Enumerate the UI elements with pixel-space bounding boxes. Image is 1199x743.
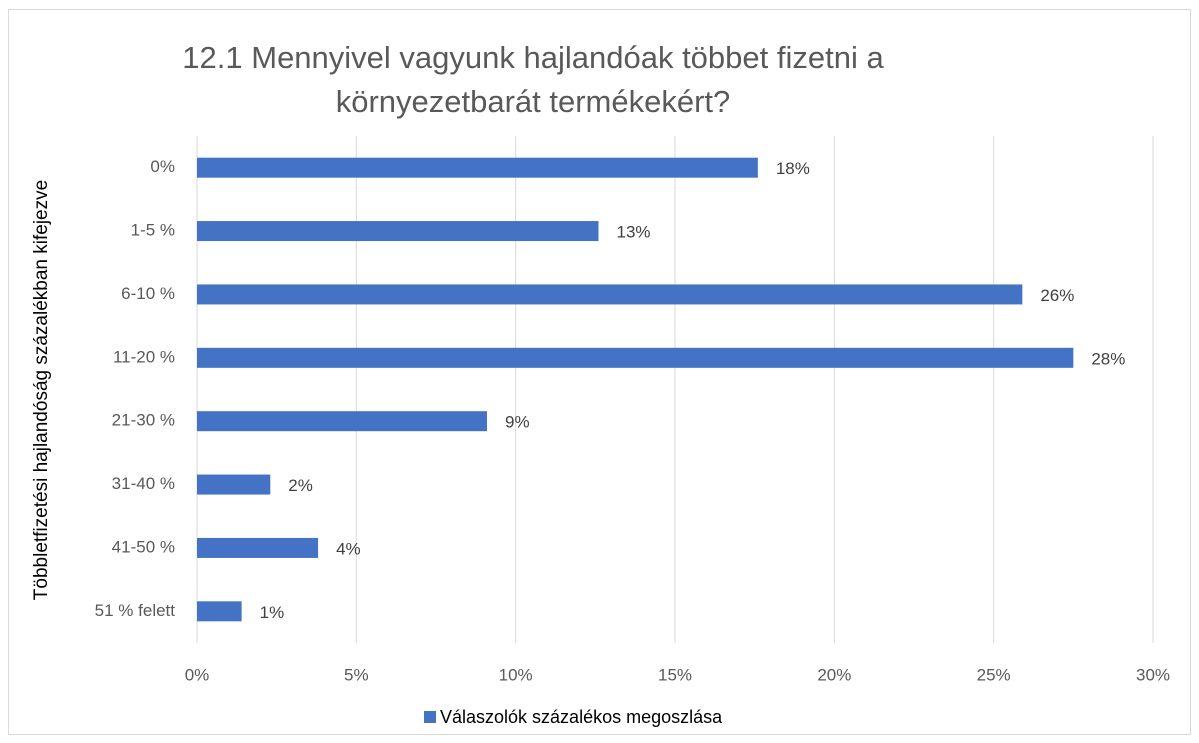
y-axis-label: Többletfizetési hajlandóság százalékban … (31, 180, 52, 600)
y-tick-label: 21-30 % (112, 411, 175, 430)
x-tick-label: 25% (977, 665, 1011, 684)
bar (197, 157, 758, 178)
y-tick-label: 6-10 % (121, 284, 175, 303)
x-tick-label: 5% (344, 665, 369, 684)
bar (197, 221, 599, 242)
bar (197, 474, 271, 495)
legend-label: Válaszolók százalékos megoszlása (440, 707, 723, 727)
data-label: 9% (505, 413, 530, 432)
legend-swatch (424, 711, 436, 723)
chart-title: környezetbarát termékekért? (336, 84, 731, 119)
data-label: 1% (260, 603, 285, 622)
bar (197, 411, 487, 432)
data-label: 28% (1091, 349, 1125, 368)
bar (197, 347, 1074, 368)
x-tick-label: 30% (1136, 665, 1170, 684)
x-tick-label: 15% (658, 665, 692, 684)
y-tick-label: 0% (150, 157, 175, 176)
y-tick-label: 11-20 % (113, 347, 175, 366)
y-tick-label: 31-40 % (112, 474, 175, 493)
chart-title: 12.1 Mennyivel vagyunk hajlandóak többet… (182, 40, 884, 75)
bar (197, 537, 319, 558)
bar (197, 601, 242, 622)
data-label: 26% (1040, 286, 1074, 305)
data-label: 4% (336, 539, 361, 558)
x-tick-label: 0% (185, 665, 210, 684)
y-tick-label: 1-5 % (131, 221, 175, 240)
data-label: 18% (776, 159, 810, 178)
data-label: 13% (617, 223, 651, 242)
data-label: 2% (288, 476, 313, 495)
bar (197, 284, 1023, 305)
x-tick-label: 10% (499, 665, 533, 684)
x-tick-label: 20% (817, 665, 851, 684)
y-tick-label: 41-50 % (112, 537, 175, 556)
y-tick-label: 51 % felett (95, 601, 176, 620)
